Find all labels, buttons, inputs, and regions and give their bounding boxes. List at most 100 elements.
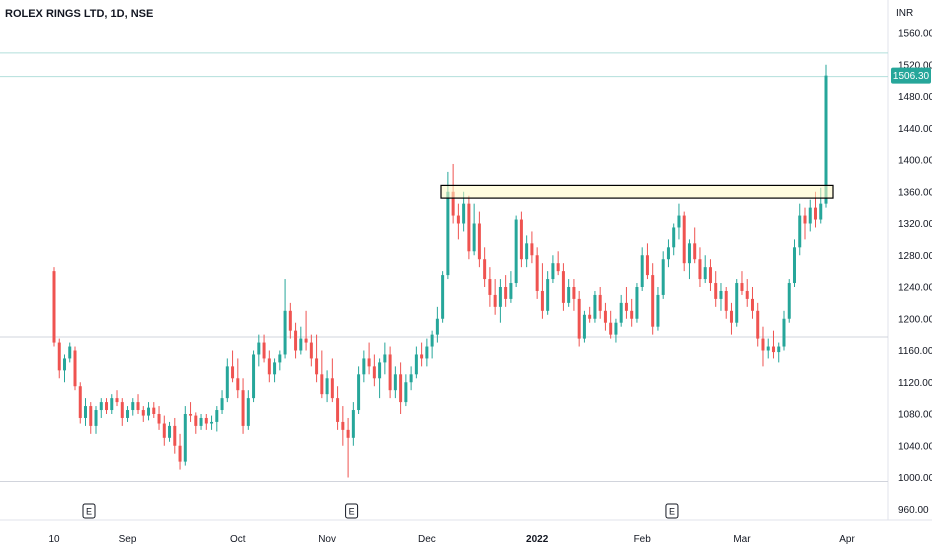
candle-body [220, 398, 224, 411]
price-tick-label: 1520.00 [898, 60, 932, 71]
price-tick-label: 1400.00 [898, 156, 932, 167]
candle [330, 358, 334, 403]
candle [89, 402, 93, 434]
candle [136, 394, 140, 414]
candle-body [750, 298, 754, 311]
candle [194, 412, 198, 434]
candle [388, 346, 392, 399]
earnings-marker[interactable]: E [82, 503, 96, 519]
resistance-zone[interactable] [440, 184, 834, 199]
candle [509, 271, 513, 303]
candle [294, 322, 298, 359]
candle [378, 358, 382, 399]
candle-body [682, 215, 686, 264]
candle-body [189, 414, 193, 416]
candle [467, 195, 471, 260]
candle-body [110, 398, 114, 411]
candle-body [278, 354, 282, 363]
candle [336, 386, 340, 430]
candle-body [703, 267, 707, 280]
time-tick-label: Sep [119, 534, 137, 545]
candle [687, 239, 691, 280]
candle [666, 239, 670, 268]
candle [556, 251, 560, 276]
candle-body [493, 294, 497, 307]
resistance-zone-box[interactable] [440, 184, 834, 199]
candle [530, 231, 534, 264]
candle-body [530, 243, 534, 256]
candle-body [719, 290, 723, 299]
candle-body [451, 191, 455, 216]
horizontal-levels [0, 52, 888, 482]
candle [525, 235, 529, 268]
candle [624, 287, 628, 319]
candle-body [336, 398, 340, 422]
candle [645, 243, 649, 280]
candle [593, 290, 597, 323]
candle [225, 358, 229, 403]
earnings-marker-box[interactable] [82, 503, 96, 519]
candle-body [556, 263, 560, 272]
candle-body [131, 402, 135, 411]
earnings-marker[interactable]: E [345, 503, 359, 519]
candle-body [351, 410, 355, 438]
time-axis[interactable]: 10SepOctNovDec2022FebMarAprMayJun [48, 534, 932, 545]
candle-body [393, 374, 397, 391]
candle [603, 302, 607, 331]
candle-body [399, 374, 403, 403]
candle [341, 406, 345, 446]
earnings-marker-box[interactable] [345, 503, 359, 519]
price-tick-label: 1280.00 [898, 251, 932, 262]
candle [189, 402, 193, 422]
candle [803, 207, 807, 240]
time-tick-label: Mar [733, 534, 751, 545]
candle-body [656, 294, 660, 327]
candle [577, 290, 581, 347]
candle [63, 354, 67, 383]
candle [126, 406, 130, 422]
candle-body [588, 314, 592, 319]
candle-body [115, 398, 119, 403]
candle [94, 406, 98, 434]
candle [514, 215, 518, 287]
candle-body [241, 390, 245, 426]
earnings-marker-box[interactable] [665, 503, 679, 519]
candle-body [525, 243, 529, 260]
candle-body [462, 203, 466, 224]
time-tick-label: Oct [230, 534, 246, 545]
earnings-marker[interactable]: E [665, 503, 679, 519]
candle [357, 366, 361, 414]
candle-body [330, 378, 334, 399]
candle [162, 415, 166, 446]
candle-body [729, 310, 733, 323]
candle [346, 417, 350, 478]
candle [399, 362, 403, 414]
time-tick-label: 2022 [526, 534, 549, 545]
price-tick-label: 1000.00 [898, 473, 932, 484]
candle-body [378, 362, 382, 379]
candle [147, 402, 151, 421]
candle [210, 415, 214, 430]
candle-body [572, 287, 576, 299]
candle [120, 398, 124, 426]
candle [241, 378, 245, 434]
candle [582, 310, 586, 343]
candle-body [341, 421, 345, 430]
candle [362, 350, 366, 383]
price-axis[interactable]: INR 1560.00 1520.00 1480.00 1440.00 1400.00 13… [896, 8, 932, 516]
candle [215, 406, 219, 432]
candle-body [183, 414, 187, 462]
candle-body [446, 191, 450, 276]
candle-body [346, 429, 350, 438]
candle [771, 330, 775, 359]
candle-body [231, 366, 235, 379]
earnings-marker-label: E [86, 507, 92, 517]
candle [714, 271, 718, 307]
candle [572, 279, 576, 311]
candle [84, 398, 88, 426]
candle-body [619, 302, 623, 323]
candle-body [52, 271, 56, 343]
candle [614, 318, 618, 343]
